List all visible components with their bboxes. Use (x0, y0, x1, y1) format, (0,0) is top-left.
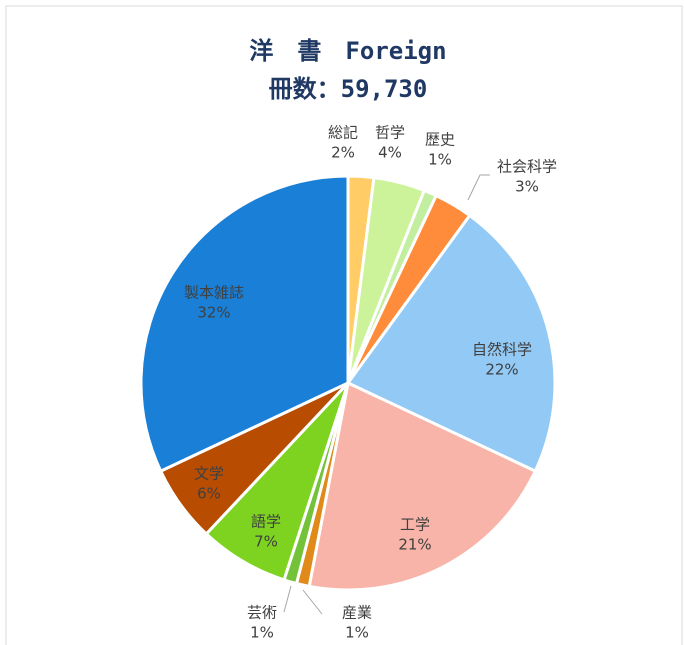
chart-title: 洋 書 Foreign (249, 37, 446, 65)
leader-line (302, 589, 323, 615)
pie-slice (139, 174, 350, 474)
slice-value-label: 1% (345, 624, 369, 642)
slice-label: 製本雑誌 (184, 284, 244, 302)
slice-label: 哲学 (375, 124, 405, 142)
slice-value-label: 1% (250, 624, 274, 642)
slice-value-label: 32% (197, 304, 230, 322)
leader-line (467, 174, 490, 201)
slice-label: 歴史 (425, 131, 455, 149)
slice-value-label: 1% (428, 151, 452, 169)
slice-label: 産業 (342, 604, 372, 622)
slice-value-label: 22% (485, 361, 518, 379)
leader-lines (283, 174, 490, 615)
slice-value-label: 6% (197, 485, 221, 503)
slice-value-label: 21% (398, 536, 431, 554)
slice-value-label: 7% (254, 533, 278, 551)
slice-label: 工学 (400, 516, 430, 534)
slice-label: 語学 (251, 513, 281, 531)
slice-label: 社会科学 (497, 158, 557, 176)
chart-subtitle: 冊数：59,730 (269, 75, 428, 103)
slice-label: 文学 (194, 465, 224, 483)
slice-label: 自然科学 (472, 341, 532, 359)
slice-value-label: 2% (331, 144, 355, 162)
leader-line (283, 585, 292, 613)
pie-slice (307, 380, 538, 592)
slice-label: 芸術 (247, 604, 277, 622)
slice-label: 総記 (328, 124, 358, 142)
slice-value-label: 4% (378, 144, 402, 162)
slice-value-label: 3% (515, 178, 539, 196)
